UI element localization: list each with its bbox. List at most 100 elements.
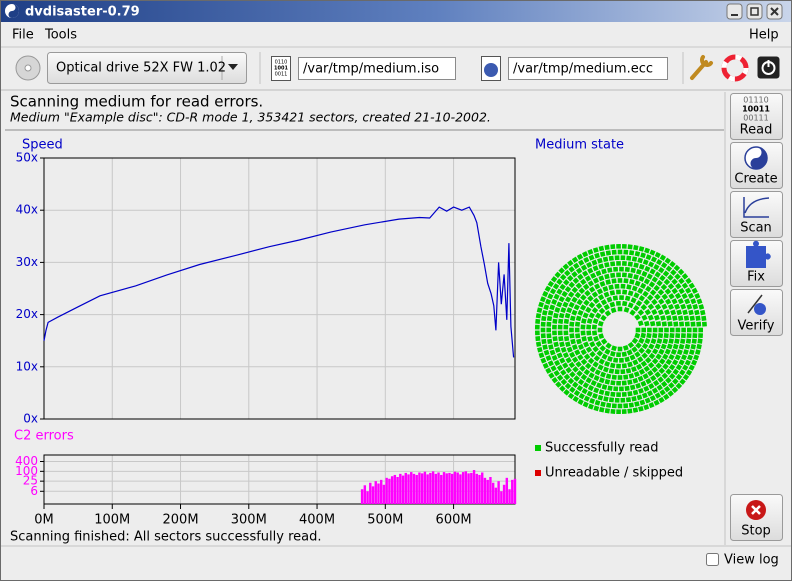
sector-block	[646, 390, 654, 397]
c2-bar	[390, 476, 394, 504]
sector-block	[609, 290, 616, 296]
view-log-checkbox[interactable]	[706, 553, 719, 566]
view-log-label[interactable]: View log	[724, 553, 779, 568]
quit-button[interactable]	[757, 56, 780, 79]
sector-block	[694, 292, 701, 300]
sector-block	[619, 357, 624, 363]
sector-block	[564, 286, 572, 293]
sector-block	[553, 369, 560, 377]
y-tick-label: 50x	[16, 151, 38, 165]
sector-block	[649, 395, 656, 402]
sector-block	[616, 289, 621, 295]
sector-block	[598, 333, 605, 340]
sector-block	[660, 262, 668, 269]
sector-block	[642, 290, 649, 298]
c2-bar	[472, 470, 476, 504]
sector-block	[602, 285, 609, 292]
sector-block	[687, 327, 692, 333]
sector-block	[667, 321, 673, 327]
sector-block	[652, 333, 658, 339]
sector-block	[676, 349, 683, 356]
sector-block	[587, 357, 595, 365]
sector-block	[610, 391, 616, 397]
sector-block	[628, 402, 634, 408]
window-buttons[interactable]	[726, 3, 783, 20]
sector-block	[577, 343, 585, 350]
sector-block	[693, 354, 700, 361]
ecc-file-entry[interactable]	[508, 57, 668, 80]
sector-block	[543, 349, 550, 356]
sector-block	[620, 397, 626, 403]
sector-block	[626, 349, 633, 356]
c2-bar	[382, 484, 386, 504]
sector-block	[668, 353, 675, 361]
menu-item[interactable]: File	[12, 28, 34, 43]
sector-block	[588, 286, 596, 293]
sector-block	[672, 368, 679, 376]
sector-block	[638, 263, 645, 270]
sector-block	[575, 361, 582, 368]
sector-block	[564, 269, 571, 277]
sector-block	[559, 341, 565, 348]
sector-block	[688, 364, 695, 371]
sector-block	[596, 288, 604, 295]
image-file-entry[interactable]	[298, 57, 456, 80]
sector-block	[682, 309, 688, 316]
sector-block	[654, 392, 661, 399]
maximize-button[interactable]	[746, 3, 763, 20]
sector-block	[620, 283, 626, 289]
sector-block	[644, 265, 651, 272]
sector-block	[697, 338, 703, 344]
sector-block	[648, 352, 656, 360]
sector-block	[671, 359, 679, 366]
sector-block	[674, 354, 681, 361]
sector-block	[586, 261, 593, 268]
sector-block	[540, 327, 546, 333]
sector-block	[541, 315, 547, 322]
sector-block	[597, 294, 605, 301]
drive-combo[interactable]	[47, 52, 247, 84]
sector-block	[638, 337, 645, 344]
sector-block	[565, 341, 571, 348]
sector-block	[610, 272, 616, 278]
sector-block	[683, 315, 690, 321]
sector-block	[633, 292, 640, 299]
sector-block	[572, 395, 579, 403]
sector-block	[656, 259, 663, 266]
minimize-button[interactable]	[726, 3, 743, 20]
sector-block	[658, 367, 666, 375]
menu-item[interactable]: Help	[749, 28, 779, 43]
sector-block	[651, 298, 658, 306]
c2-bar	[377, 483, 380, 504]
sector-block	[605, 279, 611, 285]
sidebar-button-label: Scan	[740, 221, 772, 236]
c2-bar	[448, 472, 451, 504]
sidebar-button[interactable]	[730, 93, 783, 140]
sector-block	[637, 287, 644, 294]
menu-item[interactable]: Tools	[44, 28, 77, 43]
sector-block	[616, 363, 621, 369]
sector-block	[610, 244, 616, 250]
preferences-button[interactable]	[690, 55, 713, 80]
sector-block	[690, 343, 697, 350]
sector-block	[603, 304, 610, 311]
sector-block	[674, 303, 681, 310]
sector-block	[537, 346, 543, 353]
c2-bar	[511, 479, 514, 504]
sector-block	[640, 360, 648, 368]
sector-block	[599, 407, 605, 413]
sector-block	[623, 249, 629, 255]
sector-block	[690, 321, 696, 327]
sector-block	[556, 288, 563, 295]
sector-block	[620, 255, 626, 261]
icon-text: 01110	[743, 96, 768, 105]
sector-block	[602, 366, 609, 373]
sector-block	[640, 304, 648, 311]
sector-block	[552, 324, 557, 330]
sector-block	[623, 374, 629, 380]
sector-block	[616, 243, 621, 249]
sector-block	[635, 300, 643, 307]
sector-block	[684, 343, 691, 350]
sector-block	[616, 392, 621, 397]
c2-bar	[475, 473, 478, 504]
